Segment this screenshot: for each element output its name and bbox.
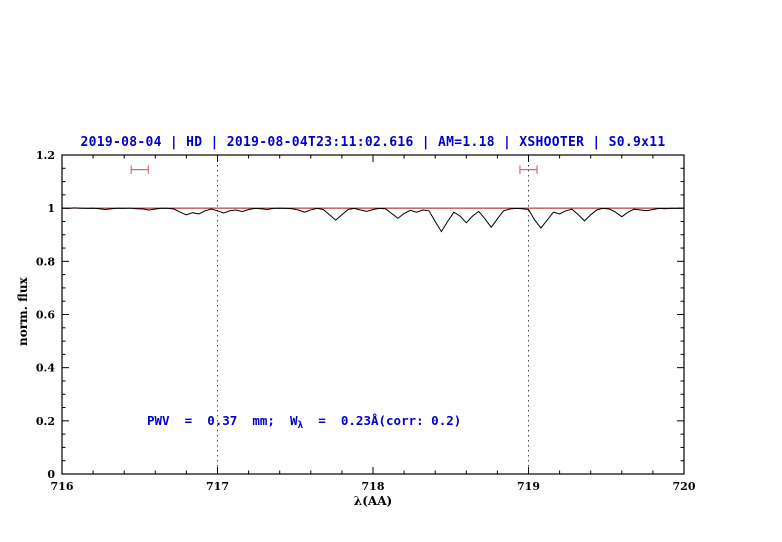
y-axis-label: norm. flux <box>16 277 30 346</box>
svg-text:0: 0 <box>47 468 55 481</box>
svg-text:716: 716 <box>51 480 74 493</box>
svg-text:1: 1 <box>47 202 55 215</box>
svg-text:718: 718 <box>362 480 385 493</box>
chart-title: 2019-08-04 | HD | 2019-08-04T23:11:02.61… <box>80 135 666 150</box>
pwv-annotation-suffix: = 0.23Å(corr: 0.2) <box>303 413 462 428</box>
svg-text:0.6: 0.6 <box>36 309 55 322</box>
pwv-annotation-prefix: PWV = 0.37 mm; W <box>147 413 298 428</box>
svg-text:1.2: 1.2 <box>36 149 55 162</box>
x-axis-label: λ(AA) <box>353 494 393 508</box>
svg-text:719: 719 <box>517 480 540 493</box>
pwv-annotation-subscript: λ <box>297 420 304 431</box>
svg-text:717: 717 <box>206 480 229 493</box>
svg-text:0.2: 0.2 <box>36 415 55 428</box>
pwv-annotation: PWV = 0.37 mm; Wλ = 0.23Å(corr: 0.2) <box>147 413 461 431</box>
svg-text:720: 720 <box>673 480 696 493</box>
svg-text:0.8: 0.8 <box>36 255 55 268</box>
svg-text:0.4: 0.4 <box>36 362 55 375</box>
